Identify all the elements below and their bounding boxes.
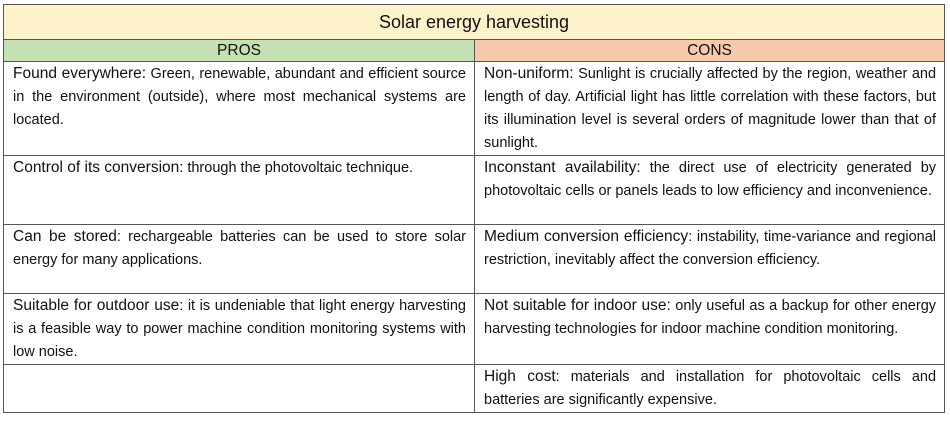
- pros-cons-table: Solar energy harvesting PROS CONS Found …: [2, 4, 946, 413]
- pro-description: : rechargeable batteries can be used to …: [13, 229, 466, 268]
- pro-cell: Can be stored: rechargeable batteries ca…: [3, 224, 475, 294]
- pro-cell-empty: [3, 364, 475, 413]
- pros-header: PROS: [3, 39, 475, 62]
- pro-term: Found everywhere:: [13, 65, 147, 82]
- con-term: Inconstant availability:: [484, 159, 641, 176]
- table-row: Control of its conversion: through the p…: [3, 155, 946, 225]
- con-description: : instability, time-variance and regiona…: [484, 229, 937, 268]
- con-cell: Inconstant availability: the direct use …: [473, 155, 946, 225]
- solar-table-container: Solar energy harvesting PROS CONS Found …: [2, 4, 946, 413]
- con-cell: Medium conversion efficiency: instabilit…: [473, 224, 946, 294]
- con-description: Sunlight is crucially affected by the re…: [484, 66, 937, 151]
- table-title: Solar energy harvesting: [2, 4, 946, 40]
- table-row: Can be stored: rechargeable batteries ca…: [3, 224, 946, 294]
- con-description: the direct use of electricity generated …: [484, 160, 937, 199]
- pro-description: : it is undeniable that light energy har…: [13, 298, 466, 360]
- table-row: Found everywhere: Green, renewable, abun…: [3, 61, 946, 156]
- pro-term: Control of its conversion: [13, 159, 180, 176]
- con-cell: High cost: materials and installation fo…: [473, 364, 946, 413]
- table-row: Suitable for outdoor use: it is undeniab…: [3, 293, 946, 365]
- pro-cell: Suitable for outdoor use: it is undeniab…: [3, 293, 475, 365]
- con-term: Medium conversion efficiency: [484, 228, 689, 245]
- con-term: Non-uniform:: [484, 65, 574, 82]
- pro-cell: Control of its conversion: through the p…: [3, 155, 475, 225]
- table-row: High cost: materials and installation fo…: [3, 364, 946, 413]
- con-cell: Non-uniform: Sunlight is crucially affec…: [473, 61, 946, 156]
- con-cell: Not suitable for indoor use: only useful…: [473, 293, 946, 365]
- pro-cell: Found everywhere: Green, renewable, abun…: [3, 61, 475, 156]
- con-description: only useful as a backup for other energy…: [484, 298, 937, 337]
- con-term: High cost: [484, 368, 556, 385]
- con-description: : materials and installation for photovo…: [484, 369, 937, 408]
- pro-term: Suitable for outdoor use: [13, 297, 180, 314]
- cons-header: CONS: [473, 39, 946, 62]
- con-term: Not suitable for indoor use:: [484, 297, 671, 314]
- pro-term: Can be stored: [13, 228, 117, 245]
- pro-description: Green, renewable, abundant and efficient…: [13, 66, 466, 128]
- pro-description: : through the photovoltaic technique.: [179, 160, 414, 176]
